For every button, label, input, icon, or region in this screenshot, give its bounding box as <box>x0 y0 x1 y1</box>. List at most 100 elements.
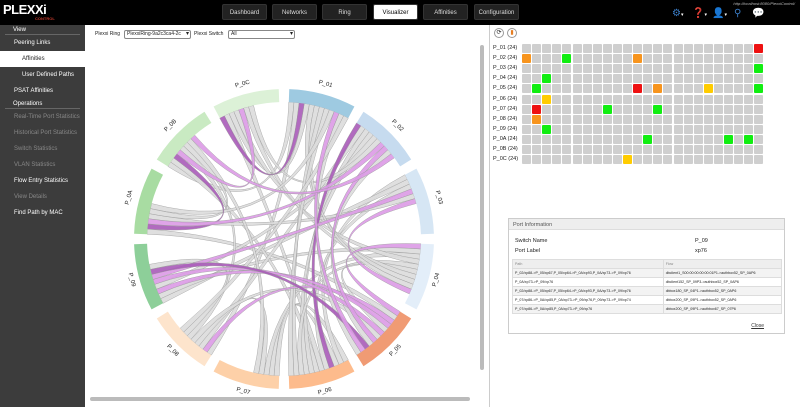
heatmap-cell[interactable] <box>683 44 693 53</box>
heatmap-cell[interactable] <box>522 94 531 104</box>
heatmap-cell[interactable] <box>633 155 643 165</box>
heatmap-cell[interactable] <box>623 84 632 94</box>
heatmap-cell[interactable] <box>552 74 562 84</box>
heatmap-cell[interactable] <box>693 64 703 74</box>
sidebar-item-user-defined-paths[interactable]: User Defined Paths <box>22 72 75 78</box>
gear-icon[interactable]: ⚙▾ <box>672 8 684 19</box>
heatmap-cell[interactable] <box>683 64 693 74</box>
heatmap-cell[interactable] <box>522 134 531 144</box>
heatmap-cell[interactable] <box>744 114 754 124</box>
heatmap-cell[interactable] <box>592 84 602 94</box>
heatmap-cell[interactable] <box>623 44 632 53</box>
heatmap-cell[interactable] <box>532 155 542 165</box>
heatmap-cell[interactable] <box>552 124 562 134</box>
heatmap-cell[interactable] <box>572 84 582 94</box>
heatmap-cell[interactable] <box>633 94 643 104</box>
heatmap-cell[interactable] <box>592 134 602 144</box>
heatmap-cell[interactable] <box>703 94 713 104</box>
heatmap-cell[interactable] <box>653 74 663 84</box>
heatmap-cell[interactable] <box>693 44 703 53</box>
sidebar-item-affinities[interactable]: Affinities <box>0 51 85 67</box>
heatmap-cell[interactable] <box>744 145 754 154</box>
heatmap-cell[interactable] <box>592 74 602 84</box>
heatmap-cell[interactable] <box>713 74 723 84</box>
heatmap-cell[interactable] <box>754 124 764 134</box>
heatmap-cell[interactable] <box>653 84 663 94</box>
nav-visualizer[interactable]: Visualizer <box>373 4 418 20</box>
heatmap-cell[interactable] <box>693 74 703 84</box>
heatmap-cell[interactable] <box>744 155 754 165</box>
heatmap-cell[interactable] <box>744 134 754 144</box>
chord-group-arc[interactable] <box>156 311 212 367</box>
heatmap-cell[interactable] <box>703 145 713 154</box>
heatmap-cell[interactable] <box>703 155 713 165</box>
heatmap-cell[interactable] <box>734 134 744 144</box>
heatmap-cell[interactable] <box>562 114 572 124</box>
heatmap-cell[interactable] <box>724 84 733 94</box>
heatmap-cell[interactable] <box>673 145 683 154</box>
heatmap-cell[interactable] <box>744 74 754 84</box>
chord-group-arc[interactable] <box>356 311 412 367</box>
refresh-icon[interactable]: ⟳ <box>494 28 504 38</box>
heatmap-cell[interactable] <box>643 124 653 134</box>
heatmap-cell[interactable] <box>653 134 663 144</box>
heatmap-cell[interactable] <box>703 114 713 124</box>
heatmap-cell[interactable] <box>734 54 744 64</box>
heatmap-cell[interactable] <box>572 104 582 114</box>
heatmap-cell[interactable] <box>592 44 602 53</box>
heatmap-cell[interactable] <box>724 145 733 154</box>
heatmap-cell[interactable] <box>582 44 592 53</box>
heatmap-cell[interactable] <box>612 64 622 74</box>
heatmap-cell[interactable] <box>693 84 703 94</box>
heatmap-cell[interactable] <box>582 124 592 134</box>
heatmap-cell[interactable] <box>734 155 744 165</box>
horizontal-scrollbar[interactable] <box>90 397 470 401</box>
heatmap-cell[interactable] <box>734 124 744 134</box>
heatmap-cell[interactable] <box>663 134 673 144</box>
heatmap-cell[interactable] <box>602 155 612 165</box>
heatmap-cell[interactable] <box>532 64 542 74</box>
heatmap-cell[interactable] <box>703 84 713 94</box>
heatmap-cell[interactable] <box>673 124 683 134</box>
heatmap-cell[interactable] <box>592 145 602 154</box>
heatmap-cell[interactable] <box>542 54 552 64</box>
heatmap-cell[interactable] <box>703 54 713 64</box>
heatmap-cell[interactable] <box>542 84 552 94</box>
heatmap-cell[interactable] <box>572 74 582 84</box>
ring-select[interactable]: PlexxiRing-9a2c3ca4-2c <box>124 30 191 39</box>
sidebar-item-flow-entry-stats[interactable]: Flow Entry Statistics <box>14 178 69 184</box>
heatmap-cell[interactable] <box>542 124 552 134</box>
sidebar-item-switch-stats[interactable]: Switch Statistics <box>14 146 58 152</box>
heatmap-cell[interactable] <box>522 64 531 74</box>
heatmap-cell[interactable] <box>552 104 562 114</box>
heatmap-cell[interactable] <box>602 44 612 53</box>
heatmap-cell[interactable] <box>663 84 673 94</box>
heatmap-cell[interactable] <box>643 44 653 53</box>
heatmap-cell[interactable] <box>683 155 693 165</box>
heatmap-cell[interactable] <box>663 104 673 114</box>
heatmap-cell[interactable] <box>612 145 622 154</box>
close-link[interactable]: Close <box>751 323 764 329</box>
heatmap-cell[interactable] <box>643 145 653 154</box>
heatmap-cell[interactable] <box>602 104 612 114</box>
heatmap-cell[interactable] <box>734 114 744 124</box>
heatmap-cell[interactable] <box>703 124 713 134</box>
heatmap-cell[interactable] <box>602 74 612 84</box>
heatmap-cell[interactable] <box>612 114 622 124</box>
heatmap-cell[interactable] <box>713 84 723 94</box>
heatmap-cell[interactable] <box>582 155 592 165</box>
chord-ribbon[interactable] <box>331 145 389 344</box>
heatmap-cell[interactable] <box>653 44 663 53</box>
heatmap-cell[interactable] <box>653 104 663 114</box>
heatmap-cell[interactable] <box>673 114 683 124</box>
heatmap-cell[interactable] <box>552 114 562 124</box>
heatmap-cell[interactable] <box>653 145 663 154</box>
heatmap-cell[interactable] <box>754 74 764 84</box>
heatmap-cell[interactable] <box>754 134 764 144</box>
heatmap-cell[interactable] <box>552 44 562 53</box>
heatmap-cell[interactable] <box>602 64 612 74</box>
heatmap-cell[interactable] <box>522 54 531 64</box>
heatmap-cell[interactable] <box>683 134 693 144</box>
heatmap-cell[interactable] <box>653 54 663 64</box>
heatmap-cell[interactable] <box>663 64 673 74</box>
